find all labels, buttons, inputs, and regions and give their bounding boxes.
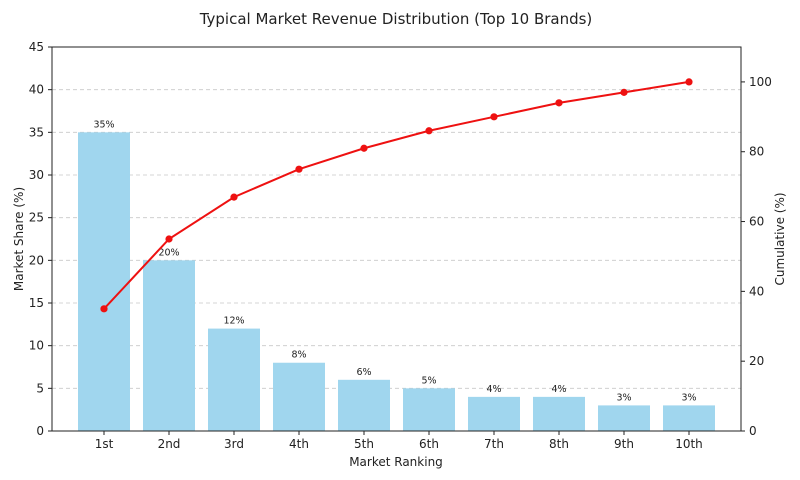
cumulative-point bbox=[295, 165, 303, 173]
x-tick-label: 2nd bbox=[158, 437, 181, 451]
y2-tick-label: 80 bbox=[749, 145, 764, 159]
y-tick-label: 35 bbox=[29, 125, 44, 139]
plot-frame bbox=[51, 46, 742, 432]
y-tick-label: 30 bbox=[29, 168, 44, 182]
x-tick-label: 6th bbox=[419, 437, 439, 451]
y2-tick-label: 40 bbox=[749, 284, 764, 298]
bar bbox=[208, 328, 260, 431]
cumulative-line bbox=[103, 80, 690, 310]
left-y-axis: 0 5 10 15 20 25 30 35 40 45 bbox=[29, 40, 52, 438]
y2-tick-label: 60 bbox=[749, 215, 764, 229]
bar bbox=[78, 132, 130, 432]
y2-axis-label: Cumulative (%) bbox=[773, 192, 787, 285]
cumulative-point bbox=[165, 235, 173, 243]
y-tick-label: 5 bbox=[36, 381, 44, 395]
cumulative-point bbox=[230, 193, 238, 201]
cumulative-point bbox=[360, 144, 368, 152]
bar-series bbox=[78, 132, 715, 432]
bar bbox=[338, 379, 390, 431]
bar-data-label: 35% bbox=[93, 119, 114, 130]
x-tick-label: 7th bbox=[484, 437, 504, 451]
bar bbox=[468, 396, 520, 431]
y-tick-label: 40 bbox=[29, 83, 44, 97]
bar-data-label: 12% bbox=[223, 316, 244, 327]
x-tick-label: 5th bbox=[354, 437, 374, 451]
chart-title: Typical Market Revenue Distribution (Top… bbox=[199, 10, 593, 28]
bar bbox=[403, 388, 455, 431]
y2-tick-label: 100 bbox=[749, 75, 772, 89]
bar-data-label: 4% bbox=[486, 384, 501, 395]
y-tick-label: 15 bbox=[29, 296, 44, 310]
y2-tick-label: 20 bbox=[749, 354, 764, 368]
x-tick-label: 10th bbox=[675, 437, 703, 451]
y-tick-label: 0 bbox=[36, 424, 44, 438]
cumulative-point bbox=[620, 88, 628, 96]
bar-data-label: 20% bbox=[158, 247, 179, 258]
y-tick-label: 45 bbox=[29, 40, 44, 54]
cumulative-point bbox=[490, 113, 498, 121]
x-tick-label: 4th bbox=[289, 437, 309, 451]
bar-data-label: 6% bbox=[356, 367, 371, 378]
x-axis-label: Market Ranking bbox=[349, 455, 443, 469]
right-y-axis: 0 20 40 60 80 100 bbox=[741, 75, 772, 438]
cumulative-point bbox=[685, 78, 693, 86]
cumulative-point bbox=[425, 127, 433, 135]
bar bbox=[598, 405, 650, 431]
y-axis-label: Market Share (%) bbox=[12, 187, 26, 291]
y-tick-label: 10 bbox=[29, 339, 44, 353]
bar-data-label: 4% bbox=[551, 384, 566, 395]
bar-data-label: 3% bbox=[681, 392, 696, 403]
bar-data-label: 8% bbox=[291, 350, 306, 361]
x-tick-label: 9th bbox=[614, 437, 634, 451]
x-tick-label: 3rd bbox=[224, 437, 244, 451]
bar-data-label: 3% bbox=[616, 392, 631, 403]
x-tick-label: 8th bbox=[549, 437, 569, 451]
x-tick-label: 1st bbox=[95, 437, 114, 451]
bar bbox=[533, 396, 585, 431]
cumulative-point bbox=[100, 305, 108, 313]
bar-data-label: 5% bbox=[421, 375, 436, 386]
bar bbox=[273, 362, 325, 431]
bar-data-labels: 35% 20% 12% 8% 6% 5% 4% 4% 3% 3% bbox=[93, 119, 696, 403]
y-tick-label: 20 bbox=[29, 253, 44, 267]
bar bbox=[663, 405, 715, 431]
x-axis: 1st 2nd 3rd 4th 5th 6th 7th 8th 9th 10th bbox=[95, 431, 703, 451]
y2-tick-label: 0 bbox=[749, 424, 757, 438]
cumulative-point bbox=[555, 99, 563, 107]
cumulative-line-series bbox=[100, 78, 693, 313]
y-tick-label: 25 bbox=[29, 211, 44, 225]
bar bbox=[143, 260, 195, 431]
